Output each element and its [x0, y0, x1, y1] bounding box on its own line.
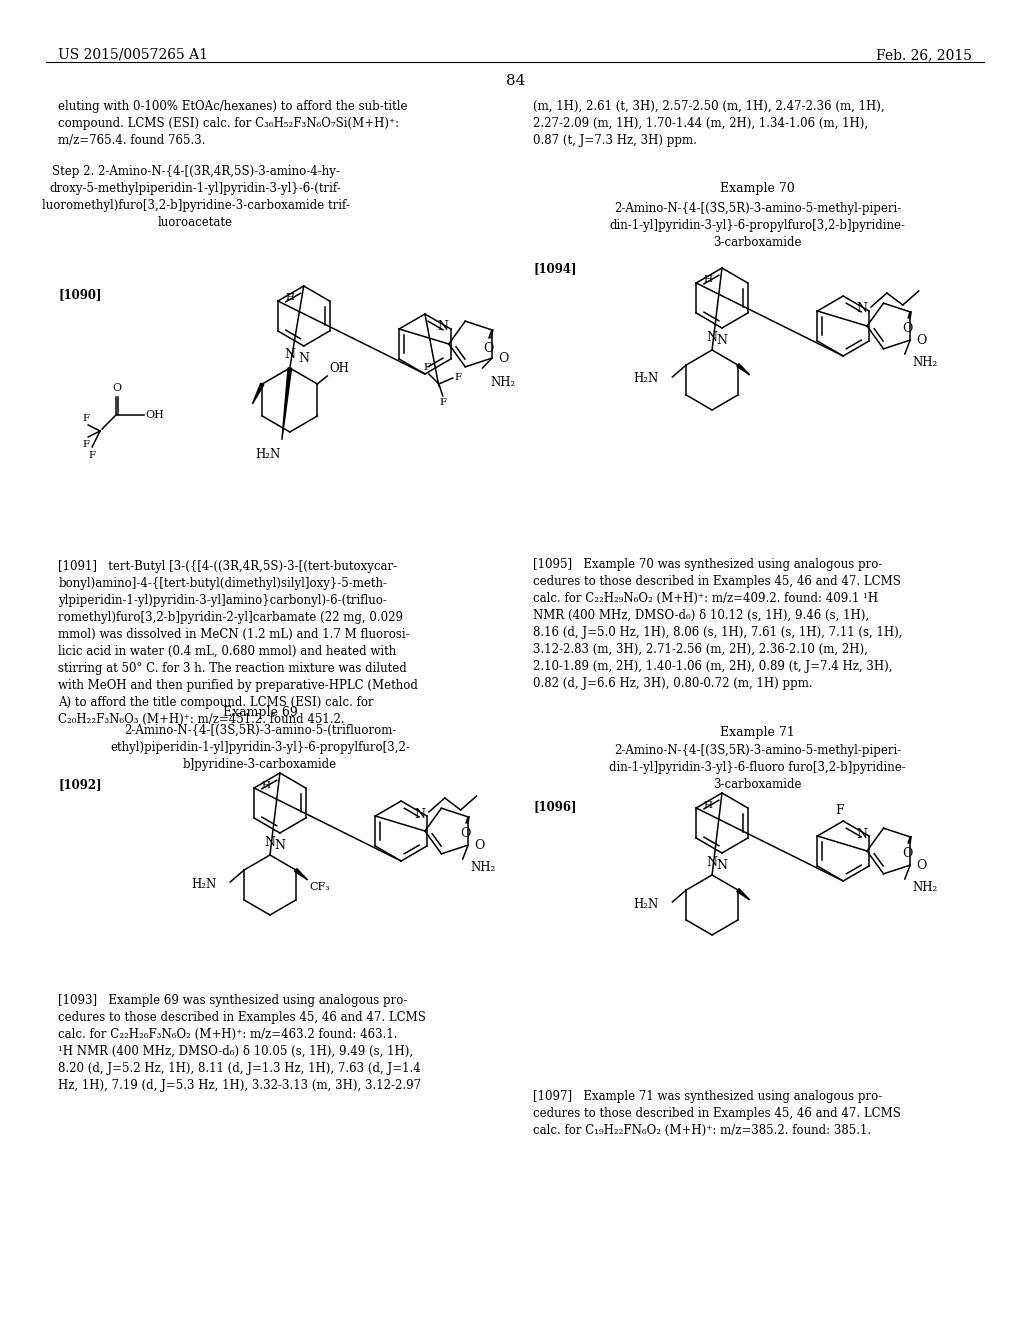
Polygon shape	[295, 869, 307, 880]
Text: Example 71: Example 71	[720, 726, 795, 739]
Text: NH₂: NH₂	[490, 376, 516, 389]
Text: [1096]: [1096]	[534, 800, 577, 813]
Text: CF₃: CF₃	[309, 882, 331, 892]
Text: H₂N: H₂N	[255, 447, 281, 461]
Text: [1093]   Example 69 was synthesized using analogous pro-
cedures to those descri: [1093] Example 69 was synthesized using …	[58, 994, 426, 1092]
Text: F: F	[83, 440, 90, 449]
Text: 2-Amino-N-{4-[(3S,5R)-3-amino-5-methyl-piperi-
din-1-yl]pyridin-3-yl}-6-fluoro f: 2-Amino-N-{4-[(3S,5R)-3-amino-5-methyl-p…	[609, 744, 906, 791]
Text: F: F	[423, 363, 430, 372]
Text: eluting with 0-100% EtOAc/hexanes) to afford the sub-title
compound. LCMS (ESI) : eluting with 0-100% EtOAc/hexanes) to af…	[58, 100, 408, 147]
Text: H₂N: H₂N	[633, 372, 658, 385]
Text: Example 69: Example 69	[222, 706, 297, 719]
Text: (m, 1H), 2.61 (t, 3H), 2.57-2.50 (m, 1H), 2.47-2.36 (m, 1H),
2.27-2.09 (m, 1H), : (m, 1H), 2.61 (t, 3H), 2.57-2.50 (m, 1H)…	[534, 100, 885, 147]
Text: O: O	[482, 342, 494, 355]
Text: N: N	[264, 836, 275, 849]
Text: OH: OH	[330, 362, 349, 375]
Text: N: N	[298, 352, 309, 366]
Text: O: O	[498, 351, 508, 364]
Text: 2-Amino-N-{4-[(3S,5R)-3-amino-5-methyl-piperi-
din-1-yl]pyridin-3-yl}-6-propylfu: 2-Amino-N-{4-[(3S,5R)-3-amino-5-methyl-p…	[609, 202, 906, 249]
Polygon shape	[736, 888, 750, 900]
Text: F: F	[88, 451, 95, 459]
Text: N: N	[285, 348, 295, 360]
Text: F: F	[455, 372, 462, 381]
Text: [1091]   tert-Butyl [3-({[4-((3R,4R,5S)-3-[(tert-butoxycar-
bonyl)amino]-4-{[ter: [1091] tert-Butyl [3-({[4-((3R,4R,5S)-3-…	[58, 560, 418, 726]
Text: O: O	[474, 838, 484, 851]
Polygon shape	[252, 383, 264, 404]
Text: O: O	[916, 334, 927, 347]
Text: H₂N: H₂N	[191, 878, 216, 891]
Text: H: H	[261, 780, 270, 789]
Text: O: O	[916, 858, 927, 871]
Polygon shape	[282, 368, 292, 440]
Text: [1092]: [1092]	[58, 777, 102, 791]
Text: N: N	[707, 331, 718, 345]
Text: H: H	[703, 800, 713, 809]
Text: N: N	[274, 840, 286, 851]
Text: Step 2. 2-Amino-N-{4-[(3R,4R,5S)-3-amino-4-hy-
droxy-5-methylpiperidin-1-yl]pyri: Step 2. 2-Amino-N-{4-[(3R,4R,5S)-3-amino…	[42, 165, 349, 228]
Text: N: N	[717, 859, 727, 873]
Text: F: F	[835, 804, 844, 817]
Text: OH: OH	[145, 411, 165, 420]
Text: 84: 84	[506, 74, 525, 88]
Text: [1095]   Example 70 was synthesized using analogous pro-
cedures to those descri: [1095] Example 70 was synthesized using …	[534, 558, 903, 690]
Text: US 2015/0057265 A1: US 2015/0057265 A1	[58, 48, 208, 62]
Polygon shape	[736, 363, 750, 375]
Text: N: N	[856, 828, 867, 841]
Text: N: N	[856, 302, 867, 315]
Text: O: O	[902, 322, 912, 335]
Text: F: F	[439, 399, 446, 407]
Text: F: F	[83, 414, 90, 422]
Text: H: H	[703, 276, 713, 285]
Text: N: N	[438, 321, 449, 334]
Text: NH₂: NH₂	[912, 356, 938, 370]
Text: [1090]: [1090]	[58, 288, 101, 301]
Text: H: H	[286, 293, 294, 302]
Text: O: O	[902, 847, 912, 859]
Text: N: N	[717, 334, 727, 347]
Text: N: N	[707, 855, 718, 869]
Text: Feb. 26, 2015: Feb. 26, 2015	[877, 48, 973, 62]
Text: N: N	[414, 808, 425, 821]
Text: 2-Amino-N-{4-[(3S,5R)-3-amino-5-(trifluorom-
ethyl)piperidin-1-yl]pyridin-3-yl}-: 2-Amino-N-{4-[(3S,5R)-3-amino-5-(trifluo…	[111, 723, 410, 771]
Text: O: O	[113, 383, 122, 393]
Text: NH₂: NH₂	[912, 880, 938, 894]
Text: O: O	[460, 826, 470, 840]
Text: [1097]   Example 71 was synthesized using analogous pro-
cedures to those descri: [1097] Example 71 was synthesized using …	[534, 1090, 901, 1137]
Text: [1094]: [1094]	[534, 261, 577, 275]
Text: Example 70: Example 70	[720, 182, 795, 195]
Text: H₂N: H₂N	[633, 898, 658, 911]
Text: NH₂: NH₂	[471, 861, 496, 874]
